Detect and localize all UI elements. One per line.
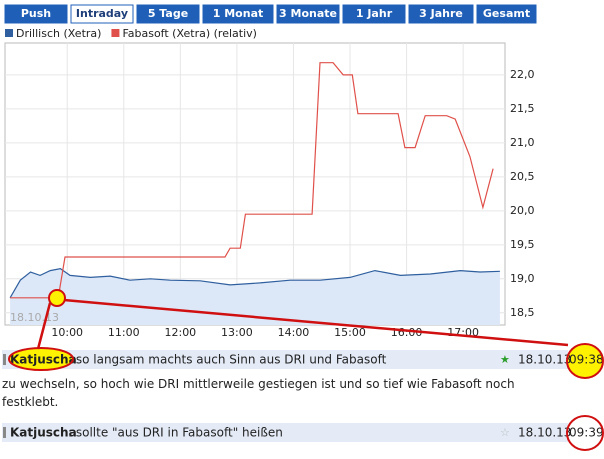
star-icon[interactable]: ★: [500, 353, 510, 366]
annotations: [8, 289, 604, 451]
post-time: 09:39: [569, 426, 604, 440]
post-marker: [3, 427, 6, 438]
tab-label[interactable]: Intraday: [76, 7, 128, 20]
tab-label[interactable]: Push: [21, 7, 51, 20]
annotation: [566, 343, 604, 379]
star-icon[interactable]: ☆: [500, 426, 510, 439]
tab[interactable]: [342, 4, 406, 24]
post-author[interactable]: Katjuscha: [10, 353, 77, 367]
annotation: [8, 347, 74, 371]
tab[interactable]: [476, 4, 537, 24]
tab-label[interactable]: 1 Monat: [213, 7, 264, 20]
legend-swatch[interactable]: [5, 29, 13, 37]
tab-label[interactable]: 3 Monate: [279, 7, 337, 20]
post-time: 09:38: [569, 353, 604, 367]
highlight: [9, 348, 73, 370]
tab-label[interactable]: 3 Jahre: [419, 7, 463, 20]
annotation: [566, 415, 604, 451]
y-tick-label: 19,5: [510, 238, 535, 251]
y-tick-label: 21,0: [510, 136, 535, 149]
tab-label[interactable]: 1 Jahr: [356, 7, 393, 20]
post-text: : so langsam machts auch Sinn aus DRI un…: [68, 353, 387, 367]
annotation: [63, 298, 569, 347]
post-text: : sollte "aus DRI in Fabasoft" heißen: [68, 426, 283, 440]
y-tick-label: 20,0: [510, 204, 535, 217]
post-author[interactable]: Katjuscha: [10, 426, 77, 440]
tab[interactable]: [70, 4, 134, 24]
date-watermark: 18.10.13: [10, 311, 59, 324]
legend-label[interactable]: Drillisch (Xetra): [16, 27, 101, 40]
y-tick-label: 19,0: [510, 272, 535, 285]
tab[interactable]: [4, 4, 68, 24]
y-tick-label: 22,0: [510, 68, 535, 81]
series-line: [10, 62, 494, 299]
y-tick-label: 20,5: [510, 170, 535, 183]
legend-label[interactable]: Fabasoft (Xetra) (relativ): [122, 27, 257, 40]
tab-label[interactable]: Gesamt: [483, 7, 530, 20]
post-header-bar: [2, 350, 568, 369]
post-marker: [3, 354, 6, 365]
highlight: [567, 344, 603, 378]
y-tick-label: 21,5: [510, 102, 535, 115]
tab[interactable]: [408, 4, 474, 24]
x-tick-label: 10:00: [51, 326, 83, 339]
y-tick-label: 18,5: [510, 306, 535, 319]
tab[interactable]: [136, 4, 200, 24]
post-body: zu wechseln, so hoch wie DRI mittlerweil…: [2, 377, 515, 409]
tab[interactable]: [202, 4, 274, 24]
tab[interactable]: [276, 4, 340, 24]
x-tick-label: 15:00: [334, 326, 366, 339]
x-tick-label: 11:00: [108, 326, 140, 339]
series-line: [9, 267, 500, 299]
post-header-bar: [2, 423, 568, 442]
post-date: 18.10.13: [518, 426, 571, 440]
post-continuation: zu wechseln, so hoch wie DRI mittlerweil…: [2, 377, 515, 409]
annotation: [48, 289, 66, 307]
x-tick-label: 13:00: [221, 326, 253, 339]
x-tick-label: 12:00: [164, 326, 196, 339]
x-tick-label: 14:00: [278, 326, 310, 339]
tab-label[interactable]: 5 Tage: [148, 7, 188, 20]
legend-swatch[interactable]: [111, 29, 120, 37]
annotation: [36, 302, 52, 350]
post-date: 18.10.13: [518, 353, 571, 367]
series-area: [10, 268, 500, 325]
